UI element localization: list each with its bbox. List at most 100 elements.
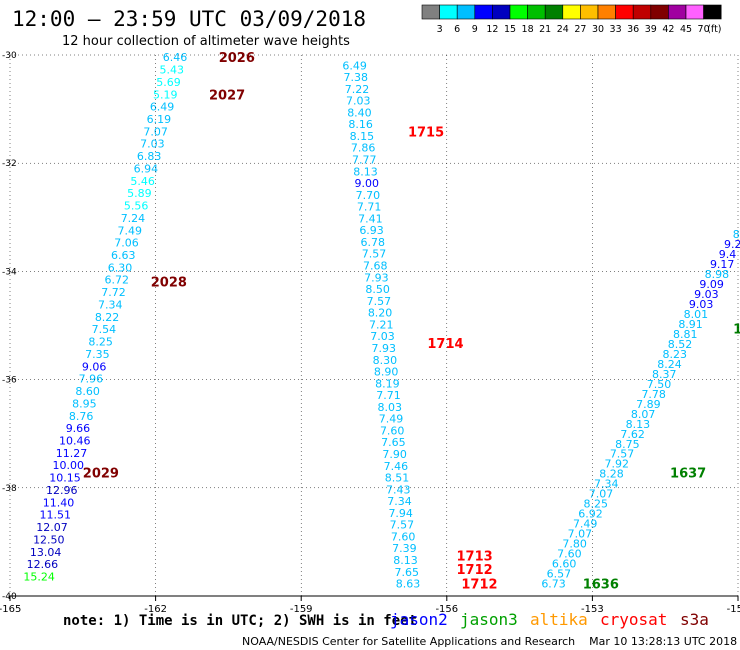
wave-height-label: 5.56 <box>124 200 149 213</box>
wave-height-label: 8.75 <box>615 438 640 451</box>
wave-height-label: 11.40 <box>43 496 75 509</box>
wave-height-label: 8.13 <box>393 554 418 567</box>
wave-height-label: 8.13 <box>353 165 378 178</box>
wave-height-label: 8.81 <box>673 328 698 341</box>
legend-swatch <box>580 4 599 20</box>
wave-height-label: 7.57 <box>362 248 387 261</box>
wave-height-label: 10.15 <box>49 472 81 485</box>
wave-height-label: 6.57 <box>547 568 572 581</box>
wave-height-label: 9.09 <box>699 278 724 291</box>
wave-height-label: 7.03 <box>346 95 371 108</box>
x-tick-label: -165 <box>0 604 21 615</box>
legend-bound-label: 33 <box>610 24 622 35</box>
wave-height-label: 8.23 <box>663 348 688 361</box>
wave-height-label: 8.40 <box>347 106 372 119</box>
wave-height-label: 15.24 <box>23 571 55 584</box>
wave-height-label: 8.20 <box>368 307 393 320</box>
x-tick-label: -153 <box>581 604 604 615</box>
legend-swatch <box>544 4 564 20</box>
legend-swatch <box>456 4 476 20</box>
legend-swatch <box>650 4 669 20</box>
wave-height-label: 12.07 <box>36 521 68 534</box>
wave-height-label: 5.43 <box>160 64 185 77</box>
wave-height-label: 6.49 <box>150 101 175 114</box>
time-label: 2026 <box>219 51 255 66</box>
wave-height-label: 6.46 <box>163 51 188 64</box>
wave-height-label: 7.50 <box>647 378 672 391</box>
legend-swatch <box>615 4 634 20</box>
color-legend: 3 6 9 12 15 18 21 24 27 30 33 36 39 42 45 70(ft) <box>421 4 722 35</box>
wave-height-label: 6.49 <box>342 59 367 72</box>
wave-height-label: 7.49 <box>379 413 404 426</box>
axes: -165 -162 -159 -156 -153 -150 -30 -32 -34 -36 -38 -… <box>0 51 740 615</box>
wave-height-label: 6.94 <box>134 162 159 175</box>
wave-height-label: 7.49 <box>117 224 142 237</box>
wave-height-label: 8.28 <box>599 468 624 481</box>
wave-height-label: 6.93 <box>359 224 384 237</box>
y-tick-label: -36 <box>2 376 17 386</box>
y-tick-label: -32 <box>2 159 17 169</box>
wave-height-label: 7.65 <box>395 566 420 579</box>
plot-area: 6.465.435.695.196.496.197.077.036.836.94… <box>23 51 740 592</box>
legend-unit-label: (ft) <box>707 24 721 35</box>
legend-swatch <box>685 4 704 20</box>
wave-height-label: 8.19 <box>375 377 400 390</box>
wave-height-label: 7.62 <box>620 428 645 441</box>
wave-height-label: 7.60 <box>380 424 405 437</box>
wave-height-label: 7.03 <box>370 330 395 343</box>
wave-height-label: 7.34 <box>594 478 619 491</box>
time-label: 2028 <box>151 276 187 291</box>
legend-swatch <box>597 4 616 20</box>
wave-height-label: 7.03 <box>140 138 165 151</box>
wave-height-label: 6.92 <box>578 508 603 521</box>
legend-swatch <box>703 4 722 20</box>
wave-height-label: 7.68 <box>363 260 388 273</box>
wave-height-label: 7.94 <box>388 507 413 520</box>
wave-height-label: 7.57 <box>390 519 415 532</box>
legend-bound-label: 9 <box>472 24 478 35</box>
wave-height-label: 7.57 <box>610 448 635 461</box>
time-label: 2027 <box>209 88 245 103</box>
wave-height-label: 8.37 <box>652 368 677 381</box>
wave-height-label: 8.60 <box>75 385 100 398</box>
wave-height-label: 8.15 <box>350 130 375 143</box>
wave-height-label: 11.27 <box>56 447 88 460</box>
wave-height-label: 10.46 <box>59 435 91 448</box>
wave-height-label: 7.71 <box>357 201 382 214</box>
legend-bound-label: 24 <box>557 24 569 35</box>
wave-height-label: 7.60 <box>391 530 416 543</box>
legend-bound-label: 27 <box>574 24 586 35</box>
chart-subtitle: 12 hour collection of altimeter wave hei… <box>62 34 350 49</box>
wave-height-label: 9.17 <box>710 258 735 271</box>
wave-height-label: 5.46 <box>130 175 155 188</box>
wave-height-label: 7.90 <box>382 448 407 461</box>
y-tick-label: -34 <box>2 267 17 277</box>
wave-height-label: 8.51 <box>385 472 410 485</box>
footer-note: note: 1) Time is in UTC; 2) SWH is in fe… <box>63 613 417 629</box>
wave-height-label: 8.30 <box>373 354 398 367</box>
wave-height-label: 7.92 <box>605 458 630 471</box>
wave-height-label: 7.49 <box>573 518 598 531</box>
wave-height-label: 9.4 <box>719 248 737 261</box>
wave-height-label: 7.35 <box>85 348 110 361</box>
time-label: 1712 <box>457 563 493 578</box>
wave-height-label: 6.63 <box>111 249 136 262</box>
legend-bound-label: 70 <box>698 24 710 35</box>
y-tick-label: -30 <box>2 51 17 61</box>
satellite-legend: jason2 jason3 altika cryosat s3a <box>390 610 709 629</box>
wave-height-label: 7.89 <box>636 398 661 411</box>
time-label: 1636 <box>583 578 619 593</box>
wave-height-label: 6.78 <box>361 236 386 249</box>
wave-height-label: 8.90 <box>374 366 399 379</box>
satellite-name: jason2 <box>390 610 448 629</box>
wave-height-label: 6.73 <box>541 578 566 591</box>
wave-height-label: 5.19 <box>153 88 178 101</box>
legend-bound-label: 45 <box>680 24 692 35</box>
wave-height-label: 7.72 <box>101 286 126 299</box>
wave-height-label: 7.93 <box>364 271 389 284</box>
wave-height-label: 8.76 <box>69 410 94 423</box>
legend-swatch <box>668 4 687 20</box>
wave-height-label: 7.39 <box>392 542 417 555</box>
time-label: 1637 <box>670 467 706 482</box>
